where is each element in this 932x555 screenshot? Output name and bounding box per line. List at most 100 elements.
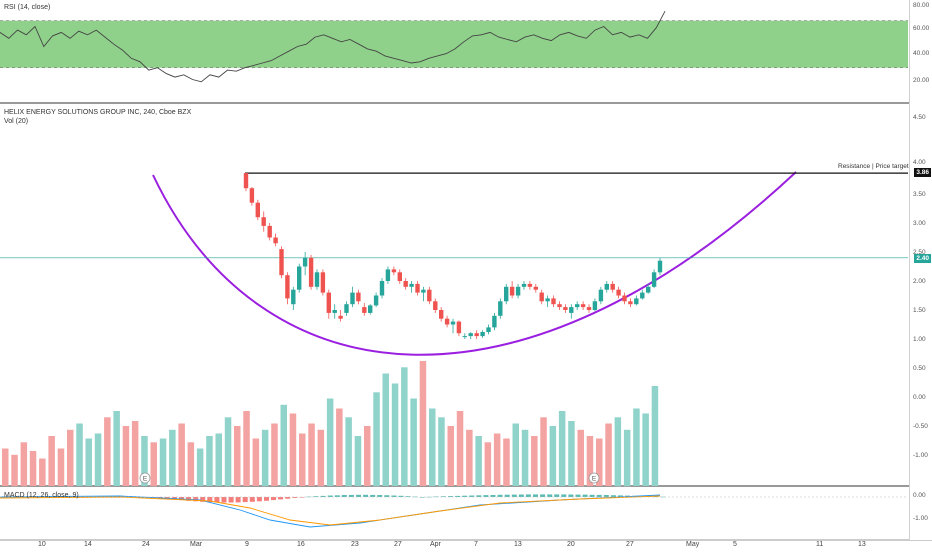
volume-bar: [234, 426, 241, 486]
candle-body: [640, 292, 645, 299]
candle-body: [492, 315, 497, 328]
volume-bar: [169, 429, 176, 487]
candle-body: [657, 260, 663, 273]
volume-bar: [429, 408, 436, 486]
macd-histogram-bar: [157, 497, 163, 498]
candle-body: [628, 301, 633, 305]
macd-histogram-bar: [292, 497, 298, 498]
volume-bar: [596, 438, 603, 486]
volume-bar: [113, 411, 120, 486]
volume-bar: [651, 386, 659, 486]
candle-body: [551, 298, 556, 305]
candle-body: [273, 237, 278, 244]
price-axis[interactable]: 80.00 60.00 40.00 20.00 4.50 4.00 3.50 3…: [909, 0, 932, 540]
candle-body: [604, 283, 609, 290]
candle-body: [557, 304, 562, 308]
macd-histogram-bar: [405, 496, 411, 497]
candle-body: [462, 336, 467, 338]
volume-bar: [577, 429, 584, 487]
candle-body: [302, 257, 308, 267]
macd-histogram-bar: [653, 496, 659, 498]
candle-body: [521, 283, 527, 287]
macd-histogram-bar: [313, 496, 319, 497]
price-tick-label: 2.00: [913, 278, 926, 285]
volume-bar: [243, 411, 250, 486]
volume-bar: [642, 413, 649, 486]
macd-histogram-bar: [610, 495, 616, 497]
macd-histogram-bar: [193, 497, 199, 502]
candle-body: [533, 286, 538, 290]
volume-bar: [178, 423, 185, 486]
volume-bar: [401, 367, 408, 487]
volume-bar: [586, 436, 594, 486]
earnings-event-icon: [588, 472, 600, 484]
candle-body: [249, 188, 255, 203]
candle-body: [646, 286, 651, 293]
volume-bar: [605, 423, 612, 486]
date-axis-label: 23: [351, 541, 359, 548]
date-axis-label: 7: [474, 541, 478, 548]
volume-bar: [261, 429, 269, 487]
volume-bar: [503, 438, 510, 486]
volume-indicator-label[interactable]: Vol (20): [4, 118, 29, 125]
macd-histogram-bar: [469, 495, 475, 497]
symbol-title[interactable]: HELIX ENERGY SOLUTIONS GROUP INC, 240, C…: [4, 109, 192, 116]
candle-body: [433, 301, 438, 310]
candle-body: [368, 305, 373, 313]
candle-body: [403, 281, 408, 287]
candle-body: [344, 304, 349, 313]
macd-histogram-bar: [363, 494, 369, 497]
date-axis-label: 16: [297, 541, 305, 548]
volume-bar: [308, 423, 315, 486]
macd-histogram-bar: [221, 497, 227, 503]
date-axis-label: 5: [733, 541, 737, 548]
macd-histogram-bar: [264, 497, 269, 501]
candle-body: [580, 304, 586, 308]
macd-histogram-bar: [533, 494, 538, 497]
macd-histogram-bar: [462, 495, 468, 497]
candle-body: [545, 298, 550, 302]
candle-body: [563, 307, 568, 310]
candle-body: [569, 307, 574, 313]
macd-histogram-bar: [455, 495, 461, 497]
earnings-event-icon: [139, 472, 151, 484]
volume-bar: [512, 423, 519, 486]
candle-body: [456, 321, 462, 334]
price-tick-label: 1.00: [913, 336, 926, 343]
volume-bar: [159, 438, 167, 486]
volume-bar: [48, 436, 55, 486]
macd-histogram-bar: [476, 495, 482, 497]
macd-histogram-bar: [554, 494, 560, 497]
macd-histogram-bar: [377, 495, 383, 497]
candle-body: [651, 272, 657, 287]
candle-body: [598, 289, 604, 302]
macd-histogram-bar: [540, 494, 546, 497]
candle-body: [527, 283, 533, 287]
volume-bar: [391, 383, 399, 486]
macd-indicator-label[interactable]: MACD (12, 26, close, 9): [4, 492, 79, 499]
volume-bar: [317, 429, 325, 487]
volume-bar: [540, 417, 547, 487]
date-axis-label: Mar: [190, 541, 203, 548]
macd-histogram-bar: [164, 497, 170, 499]
macd-histogram-bar: [299, 497, 305, 498]
candle-body: [391, 269, 397, 273]
rsi-indicator-label[interactable]: RSI (14, close): [4, 4, 51, 11]
macd-histogram-bar: [518, 494, 524, 497]
volume-bar: [2, 448, 9, 486]
macd-histogram-bar: [398, 495, 404, 497]
date-axis-label: 27: [626, 541, 634, 548]
macd-histogram-bar: [547, 494, 553, 497]
macd-histogram-bar: [171, 497, 177, 500]
date-axis-label: 10: [38, 541, 46, 548]
candle-body: [332, 310, 337, 313]
volume-bar: [187, 442, 195, 487]
resistance-label: Resistance | Price target: [838, 163, 909, 170]
macd-histogram-bar: [603, 495, 609, 497]
volume-bar: [493, 433, 501, 486]
macd-line: [0, 494, 661, 528]
macd-histogram-bar: [341, 495, 347, 497]
volume-bar: [76, 423, 83, 486]
